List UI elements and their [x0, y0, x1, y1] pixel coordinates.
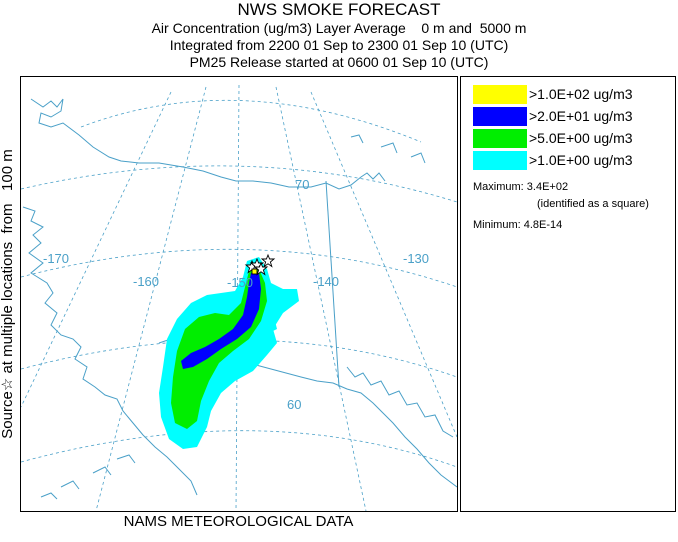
coastline-islands — [40, 454, 136, 500]
lon-line-140 — [275, 86, 367, 511]
legend-label-4: >1.0E+00 ug/m3 — [529, 152, 633, 168]
map-canvas: -170 -160 -150 -140 -130 70 60 — [21, 84, 457, 511]
coastline-west — [22, 206, 198, 496]
star-outline-icon — [260, 253, 276, 268]
grid-labels: -170 -160 -150 -140 -130 70 60 — [43, 177, 429, 412]
legend-label-1: >1.0E+02 ug/m3 — [529, 86, 633, 102]
legend-label-2: >2.0E+01 ug/m3 — [529, 108, 633, 124]
coastline-north — [30, 98, 386, 190]
square-icon — [251, 268, 258, 275]
legend-panel: >1.0E+02 ug/m3 >2.0E+01 ug/m3 >5.0E+00 u… — [460, 76, 676, 512]
lon-label-170: -170 — [43, 251, 69, 266]
lat-line-70 — [21, 165, 457, 203]
maximum-note: (identified as a square) — [537, 198, 649, 210]
maximum-label: Maximum: — [473, 181, 524, 193]
concentration-description: Air Concentration (ug/m3) Layer Average … — [151, 20, 527, 36]
border-canada — [325, 180, 340, 388]
minimum-value: 4.8E-14 — [523, 219, 563, 231]
lon-line-160 — [95, 86, 207, 511]
legend-label-3: >5.0E+00 ug/m3 — [529, 130, 633, 146]
legend-swatch-green — [473, 129, 527, 148]
plume-level-3 — [181, 273, 261, 369]
maximum-value: 3.4E+02 — [526, 181, 569, 193]
map-panel: -170 -160 -150 -140 -130 70 60 — [20, 76, 458, 512]
lon-label-130: -130 — [403, 251, 429, 266]
plume-islet — [267, 321, 277, 333]
lat-line-75 — [80, 100, 422, 143]
source-label: Source☆ at multiple locations from 100 m — [0, 149, 16, 439]
coastline-arctic-islands — [350, 134, 426, 164]
lon-line-130 — [310, 91, 457, 438]
map-title: NWS SMOKE FORECAST — [237, 0, 441, 19]
lat-label-70: 70 — [295, 177, 309, 192]
lon-label-160: -160 — [133, 274, 159, 289]
legend-swatch-blue — [473, 107, 527, 126]
maximum-row: Maximum: 3.4E+02 — [473, 181, 568, 193]
coastline-panhandle — [346, 366, 454, 438]
data-source-footer: NAMS METEOROLOGICAL DATA — [123, 513, 354, 530]
lat-line-55 — [21, 430, 457, 468]
smoke-plume — [159, 257, 299, 449]
star-outline-icon — [253, 261, 269, 276]
lon-label-150: -150 — [227, 275, 253, 290]
lon-line-150 — [235, 84, 240, 511]
lon-label-140: -140 — [313, 274, 339, 289]
coastlines — [22, 98, 457, 500]
release-start: PM25 Release started at 0600 01 Sep 10 (… — [189, 54, 489, 70]
integration-period: Integrated from 2200 01 Sep to 2300 01 S… — [169, 37, 509, 53]
legend-swatch-yellow — [473, 85, 527, 104]
minimum-row: Minimum: 4.8E-14 — [473, 219, 562, 231]
lon-line-170 — [21, 91, 172, 408]
minimum-label: Minimum: — [473, 219, 521, 231]
lat-label-60: 60 — [287, 397, 301, 412]
legend-swatch-cyan — [473, 151, 527, 170]
source-markers — [244, 253, 276, 276]
